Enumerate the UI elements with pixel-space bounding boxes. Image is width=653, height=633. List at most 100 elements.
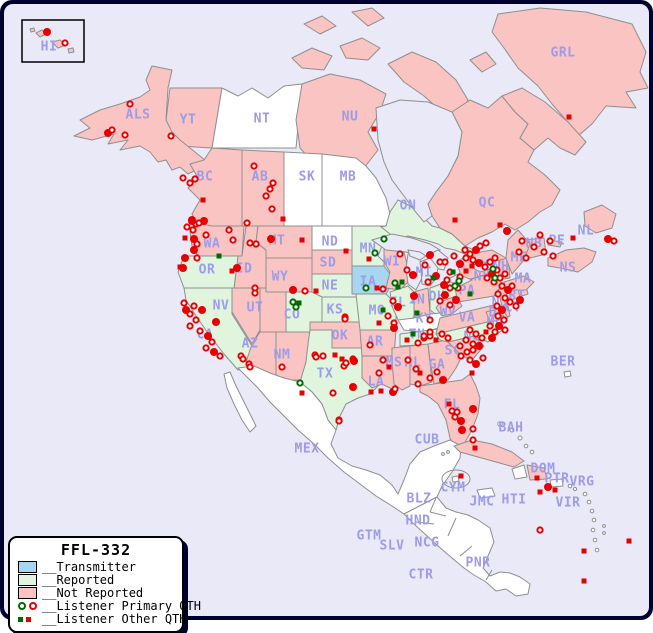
listener-primary-qth-marker [466,326,474,334]
region-label-NL: NL [578,224,595,239]
listener-primary-qth-marker [379,285,387,293]
listener-primary-qth-marker [262,192,270,200]
listener-primary-qth-marker [475,342,483,350]
listener-primary-qth-marker [191,175,199,183]
region-label-MB: MB [340,170,357,185]
region-label-LA: LA [368,375,385,390]
listener-primary-qth-marker [463,348,471,356]
listener-primary-qth-marker [216,352,224,360]
listener-primary-qth-marker-instate [491,274,499,282]
region-label-NE: NE [322,279,339,294]
bahamas-island [517,435,523,441]
listener-primary-qth-marker [246,363,254,371]
listener-primary-qth-marker [472,330,480,338]
region-label-CUB: CUB [415,433,440,448]
region-label-NM: NM [274,348,291,363]
listener-primary-qth-marker [508,282,516,290]
region-label-NT: NT [254,112,271,127]
listener-primary-qth-marker [469,405,477,413]
listener-primary-qth-marker [481,263,489,271]
listener-primary-qth-marker [604,235,612,243]
listener-primary-qth-marker [501,326,509,334]
listener-primary-qth-marker [210,348,218,356]
listener-primary-qth-marker [426,328,434,336]
listener-primary-qth-marker [167,132,175,140]
region-label-ND: ND [322,235,339,250]
listener-other-qth-marker [469,370,475,376]
region-HI-island4 [67,47,75,54]
listener-primary-qth-marker [456,260,464,268]
listener-primary-qth-marker [503,227,511,235]
listener-other-qth-marker [483,329,489,335]
florida-key [441,452,445,456]
listener-primary-qth-marker [501,270,509,278]
listener-primary-qth-marker [421,261,429,269]
listener-other-qth-marker [566,114,572,120]
listener-primary-qth-marker [394,303,402,311]
region-labels: HIALSYTBCABSKMBNTNUONQCGRLNLPENBNSMEVTNH… [41,40,595,583]
region-label-BAH: BAH [499,421,524,436]
listener-primary-qth-marker [233,264,241,272]
region-CUB [453,439,525,468]
bahamas-island [497,421,503,427]
listener-primary-qth-marker [180,299,188,307]
region-label-UT: UT [247,301,264,316]
region-label-PTR: PTR [545,472,570,487]
region-label-DOM: DOM [531,462,556,477]
region-label-MA: MA [515,272,532,287]
listener-primary-qth-marker [188,217,196,225]
listener-primary-qth-marker [491,254,499,262]
listener-other-qth-marker [458,473,464,479]
listener-other-qth-marker [463,268,469,274]
listener-primary-qth-marker [444,334,452,342]
listener-primary-qth-marker [433,368,441,376]
region-MI-up [407,249,427,261]
region-label-ALS: ALS [126,108,151,123]
listener-primary-qth-marker [312,353,320,361]
region-label-HTI: HTI [502,493,527,508]
listener-other-qth-marker [469,263,475,269]
listener-primary-qth-marker [108,126,116,134]
listener-primary-qth-marker-instate [296,379,304,387]
listener-other-qth-marker [366,256,372,262]
landmasses [73,7,649,597]
region-NU-island2 [339,37,381,61]
listener-other-qth-marker [581,548,587,554]
listener-primary-qth-marker [251,289,259,297]
listener-primary-qth-marker [278,363,286,371]
region-label-HI: HI [41,40,58,55]
listener-primary-qth-marker [522,254,530,262]
listener-primary-qth-marker [329,389,337,397]
listener-primary-qth-marker-instate [489,265,497,273]
listener-other-qth-marker [467,291,473,297]
listener-primary-qth-marker [229,236,237,244]
listener-primary-qth-marker [200,217,208,225]
region-JMC [476,487,496,499]
listener-other-qth-marker [376,320,382,326]
region-label-PNR: PNR [466,556,491,571]
listener-primary-qth-marker [192,316,200,324]
listener-primary-qth-marker [456,342,464,350]
listener-primary-qth-marker [515,248,523,256]
legend-row-not-reported: __Not Reported [18,587,178,599]
listener-primary-qth-marker [441,258,449,266]
region-label-SK: SK [299,170,316,185]
listener-primary-qth-marker [342,359,350,367]
region-MEX-mainland [237,365,462,515]
listener-primary-qth-marker [491,328,499,336]
region-label-BER: BER [551,355,576,370]
bahamas-island [523,443,529,449]
region-DOM [526,464,548,481]
listener-primary-qth-marker [414,339,422,347]
listener-other-qth-marker [182,235,188,241]
region-label-KS: KS [327,303,344,318]
listener-primary-qth-marker [549,252,557,260]
listener-primary-qth-marker [486,258,494,266]
listener-other-qth-marker [216,253,222,259]
listener-primary-qth-marker [438,330,446,338]
listener-primary-qth-marker-instate [380,235,388,243]
listener-primary-qth-marker [478,334,486,342]
listener-primary-qth-marker [469,425,477,433]
listener-primary-qth-marker [409,271,417,279]
antilles-island [591,517,597,523]
